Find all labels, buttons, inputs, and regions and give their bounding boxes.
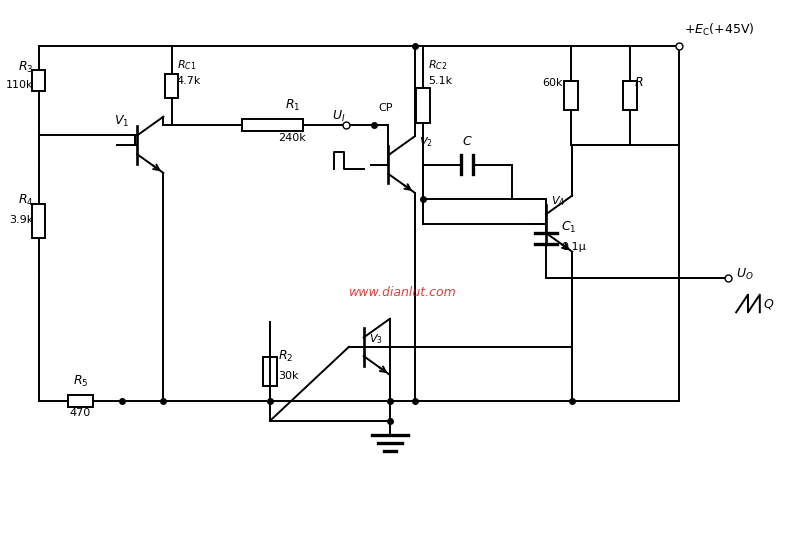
Bar xyxy=(263,357,277,386)
Text: 0.1μ: 0.1μ xyxy=(561,242,585,252)
Bar xyxy=(416,87,430,123)
Text: $V_3$: $V_3$ xyxy=(369,332,383,346)
Bar xyxy=(164,74,179,98)
Text: 5.1k: 5.1k xyxy=(427,76,452,86)
Text: $R_{C1}$: $R_{C1}$ xyxy=(176,58,196,72)
Text: 60k: 60k xyxy=(542,78,563,88)
Text: www.dianlut.com: www.dianlut.com xyxy=(349,286,457,299)
Text: $R_1$: $R_1$ xyxy=(285,99,300,114)
Text: $+E_{\rm C}$(+45V): $+E_{\rm C}$(+45V) xyxy=(684,22,755,38)
Bar xyxy=(32,70,46,91)
Text: $V_1$: $V_1$ xyxy=(114,114,129,129)
Text: Q: Q xyxy=(764,297,774,310)
Text: $R_2$: $R_2$ xyxy=(278,349,294,364)
Text: 30k: 30k xyxy=(278,372,298,381)
Text: CP: CP xyxy=(379,103,393,114)
Text: C: C xyxy=(463,135,472,148)
Bar xyxy=(564,81,577,110)
Text: $R_{C2}$: $R_{C2}$ xyxy=(427,58,447,72)
Text: 470: 470 xyxy=(70,408,91,418)
Bar xyxy=(623,81,637,110)
Text: $C_1$: $C_1$ xyxy=(561,220,577,235)
Bar xyxy=(242,119,303,131)
Bar xyxy=(68,395,93,407)
Text: 3.9k: 3.9k xyxy=(10,215,34,225)
Bar xyxy=(32,204,46,238)
Text: $U_O$: $U_O$ xyxy=(736,267,754,282)
Text: $U_I$: $U_I$ xyxy=(333,109,346,124)
Text: R: R xyxy=(634,76,643,88)
Text: $R_3$: $R_3$ xyxy=(18,60,34,75)
Text: 4.7k: 4.7k xyxy=(176,76,200,86)
Text: $R_4$: $R_4$ xyxy=(18,192,34,207)
Text: $V_4$: $V_4$ xyxy=(551,194,565,208)
Text: $V_2$: $V_2$ xyxy=(419,135,433,149)
Text: $R_5$: $R_5$ xyxy=(73,374,88,389)
Text: 240k: 240k xyxy=(278,133,306,143)
Text: 110k: 110k xyxy=(6,79,34,90)
